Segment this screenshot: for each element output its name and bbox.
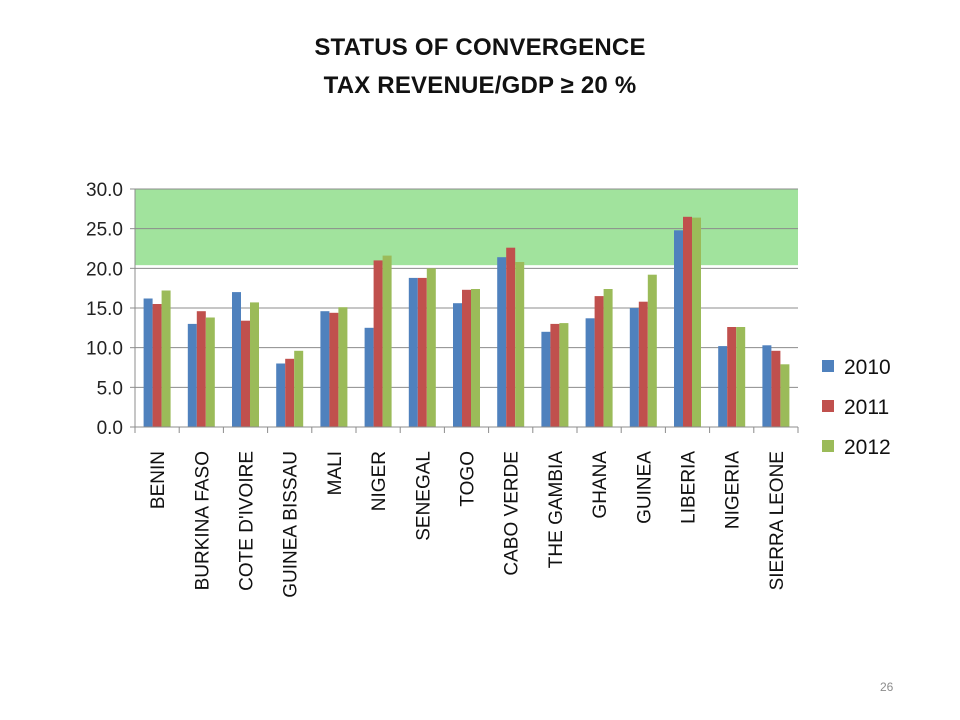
category-label: CABO VERDE bbox=[502, 451, 523, 576]
legend-swatch-2012 bbox=[822, 440, 834, 452]
category-label: THE GAMBIA bbox=[546, 451, 567, 569]
bar-2011 bbox=[329, 312, 339, 427]
legend-label-2011: 2011 bbox=[844, 396, 889, 419]
bar-2011 bbox=[241, 320, 250, 427]
bar-2010 bbox=[762, 345, 772, 427]
bar-2010 bbox=[232, 292, 241, 427]
category-label: GUINEA bbox=[634, 451, 655, 524]
y-tick-label: 0.0 bbox=[97, 418, 123, 439]
y-tick-label: 20.0 bbox=[86, 259, 123, 280]
bar-2010 bbox=[408, 277, 418, 427]
bar-2012 bbox=[161, 290, 171, 427]
bar-2012 bbox=[205, 317, 215, 427]
bar-2011 bbox=[417, 277, 427, 427]
bar-2012 bbox=[736, 327, 746, 427]
bar-2010 bbox=[143, 298, 153, 427]
bar-2012 bbox=[692, 217, 701, 427]
bar-2011 bbox=[506, 247, 516, 427]
bar-2012 bbox=[780, 364, 790, 427]
chart-title-line-1: STATUS OF CONVERGENCE bbox=[314, 34, 646, 61]
bar-2012 bbox=[515, 262, 525, 427]
bar-2012 bbox=[647, 274, 657, 427]
category-label: TOGO bbox=[458, 451, 479, 507]
bar-2011 bbox=[771, 350, 781, 427]
bar-2011 bbox=[285, 358, 295, 427]
bar-2010 bbox=[629, 308, 639, 427]
y-tick-label: 5.0 bbox=[97, 378, 123, 399]
category-label: MALI bbox=[325, 451, 346, 495]
bar-2011 bbox=[594, 296, 604, 427]
bar-2010 bbox=[276, 363, 286, 427]
y-tick-label: 25.0 bbox=[86, 220, 123, 241]
bar-2012 bbox=[294, 350, 304, 427]
bar-2011 bbox=[727, 327, 737, 427]
bar-2011 bbox=[683, 216, 692, 427]
bar-2010 bbox=[541, 331, 551, 427]
bar-2011 bbox=[638, 301, 648, 427]
bar-2010 bbox=[497, 257, 507, 427]
legend-label-2012: 2012 bbox=[844, 436, 891, 459]
y-tick-label: 10.0 bbox=[86, 339, 123, 360]
legend-swatch-2010 bbox=[822, 360, 834, 372]
bar-2011 bbox=[152, 304, 162, 427]
category-label: GUINEA BISSAU bbox=[281, 451, 302, 598]
y-tick-label: 15.0 bbox=[86, 299, 123, 320]
bar-2012 bbox=[426, 268, 436, 427]
bar-2012 bbox=[250, 302, 259, 427]
legend-label-2010: 2010 bbox=[844, 356, 891, 379]
bar-2010 bbox=[364, 327, 374, 427]
bar-2010 bbox=[453, 303, 462, 427]
bar-2010 bbox=[674, 230, 683, 427]
category-label: SIERRA LEONE bbox=[767, 451, 788, 590]
bar-2011 bbox=[550, 323, 560, 427]
legend-swatch-2011 bbox=[822, 400, 834, 412]
y-tick-label: 30.0 bbox=[86, 180, 123, 201]
bar-2012 bbox=[559, 323, 569, 427]
category-label: COTE D'IVOIRE bbox=[237, 451, 258, 591]
bar-2012 bbox=[338, 307, 348, 427]
bar-2010 bbox=[585, 318, 595, 427]
bar-2011 bbox=[462, 289, 471, 427]
bar-2010 bbox=[718, 346, 728, 427]
category-label: LIBERIA bbox=[679, 451, 700, 524]
bar-2010 bbox=[320, 311, 330, 427]
category-label: NIGERIA bbox=[723, 451, 744, 529]
bar-2012 bbox=[471, 289, 480, 427]
category-label: BURKINA FASO bbox=[192, 451, 213, 590]
page-number: 26 bbox=[880, 680, 894, 694]
bar-2012 bbox=[382, 255, 392, 427]
bar-2011 bbox=[373, 260, 383, 427]
category-label: NIGER bbox=[369, 451, 390, 511]
category-label: SENEGAL bbox=[413, 451, 434, 541]
bar-2011 bbox=[196, 311, 206, 427]
bar-2010 bbox=[187, 323, 197, 427]
chart-title-line-2: TAX REVENUE/GDP ≥ 20 % bbox=[323, 72, 637, 99]
bar-2012 bbox=[603, 289, 613, 427]
category-label: GHANA bbox=[590, 451, 611, 519]
category-label: BENIN bbox=[148, 451, 169, 509]
